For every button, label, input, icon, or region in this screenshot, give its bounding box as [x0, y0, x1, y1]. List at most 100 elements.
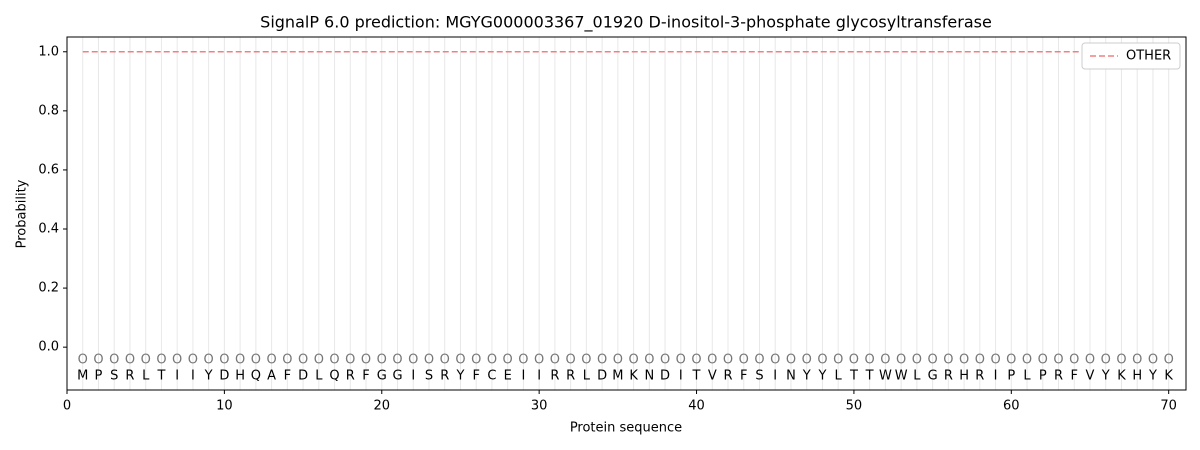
residue-label: W: [895, 369, 908, 384]
residue-label: T: [849, 369, 858, 384]
prediction-label: O: [503, 353, 513, 368]
prediction-label: O: [78, 353, 88, 368]
x-tick-label: 70: [1160, 399, 1177, 414]
prediction-label: O: [660, 353, 670, 368]
residue-label: F: [472, 369, 479, 384]
residue-label: Q: [329, 369, 339, 384]
x-tick-label: 30: [531, 399, 548, 414]
residue-label: M: [612, 369, 623, 384]
residue-label: I: [521, 369, 525, 384]
residue-label: R: [944, 369, 953, 384]
residue-label: L: [835, 369, 843, 384]
x-tick-label: 20: [373, 399, 390, 414]
prediction-label: O: [487, 353, 497, 368]
residue-label: I: [191, 369, 195, 384]
prediction-label: O: [109, 353, 119, 368]
residue-label: F: [362, 369, 369, 384]
prediction-label: O: [802, 353, 812, 368]
legend-label: OTHER: [1126, 49, 1171, 64]
prediction-label: O: [707, 353, 717, 368]
residue-label: E: [504, 369, 512, 384]
prediction-label: O: [739, 353, 749, 368]
prediction-label: O: [833, 353, 843, 368]
prediction-label: O: [943, 353, 953, 368]
residue-label: R: [723, 369, 732, 384]
residue-label: R: [975, 369, 984, 384]
y-tick-label: 0.4: [38, 222, 59, 237]
residue-label: F: [740, 369, 747, 384]
residue-label: A: [267, 369, 276, 384]
y-tick-label: 1.0: [38, 44, 59, 59]
residue-label: Y: [455, 369, 464, 384]
prediction-label: O: [927, 353, 937, 368]
residue-label: I: [537, 369, 541, 384]
prediction-label: O: [959, 353, 969, 368]
residue-label: F: [284, 369, 291, 384]
residue-label: T: [692, 369, 701, 384]
residue-label: R: [1054, 369, 1063, 384]
prediction-label: O: [723, 353, 733, 368]
prediction-label: O: [1085, 353, 1095, 368]
residue-label: Y: [1101, 369, 1110, 384]
y-tick-label: 0.0: [38, 340, 59, 355]
prediction-label: O: [156, 353, 166, 368]
x-tick-label: 10: [216, 399, 233, 414]
residue-label: S: [110, 369, 118, 384]
residue-label: I: [411, 369, 415, 384]
prediction-label: O: [424, 353, 434, 368]
residue-label: R: [346, 369, 355, 384]
prediction-label: O: [581, 353, 591, 368]
prediction-label: O: [141, 353, 151, 368]
residue-label: Y: [204, 369, 213, 384]
residue-label: N: [644, 369, 654, 384]
prediction-label: O: [550, 353, 560, 368]
residue-label: D: [298, 369, 308, 384]
residue-label: Y: [802, 369, 811, 384]
prediction-label: O: [1164, 353, 1174, 368]
prediction-label: O: [93, 353, 103, 368]
residue-label: L: [583, 369, 591, 384]
residue-label: H: [959, 369, 969, 384]
residue-label: W: [879, 369, 892, 384]
residue-label: T: [865, 369, 874, 384]
residue-label: D: [219, 369, 229, 384]
residue-label: N: [786, 369, 796, 384]
residue-label: C: [487, 369, 496, 384]
prediction-label: O: [266, 353, 276, 368]
prediction-label: O: [1069, 353, 1079, 368]
residue-label: R: [125, 369, 134, 384]
prediction-label: O: [770, 353, 780, 368]
residue-label: K: [1117, 369, 1126, 384]
prediction-label: O: [534, 353, 544, 368]
residue-label: L: [142, 369, 150, 384]
prediction-label: O: [691, 353, 701, 368]
prediction-label: O: [786, 353, 796, 368]
residue-label: S: [755, 369, 763, 384]
x-tick-label: 50: [846, 399, 863, 414]
residue-label: Y: [1148, 369, 1157, 384]
residue-label: G: [377, 369, 387, 384]
x-tick-label: 60: [1003, 399, 1020, 414]
prediction-label: O: [408, 353, 418, 368]
prediction-label: O: [865, 353, 875, 368]
chart-title: SignalP 6.0 prediction: MGYG000003367_01…: [260, 13, 992, 33]
residue-label: P: [1039, 369, 1047, 384]
prediction-label: O: [1101, 353, 1111, 368]
plot-frame: [66, 36, 1187, 391]
prediction-label: O: [314, 353, 324, 368]
prediction-label: O: [188, 353, 198, 368]
residue-label: F: [1071, 369, 1078, 384]
prediction-label: O: [172, 353, 182, 368]
prediction-label: O: [377, 353, 387, 368]
residue-label: Q: [251, 369, 261, 384]
residue-label: S: [425, 369, 433, 384]
residue-label: I: [994, 369, 998, 384]
prediction-label: O: [880, 353, 890, 368]
residue-label: T: [156, 369, 165, 384]
residue-label: M: [77, 369, 88, 384]
prediction-label: O: [1148, 353, 1158, 368]
residue-label: H: [1132, 369, 1142, 384]
residue-label: L: [1023, 369, 1031, 384]
residue-label: L: [315, 369, 323, 384]
